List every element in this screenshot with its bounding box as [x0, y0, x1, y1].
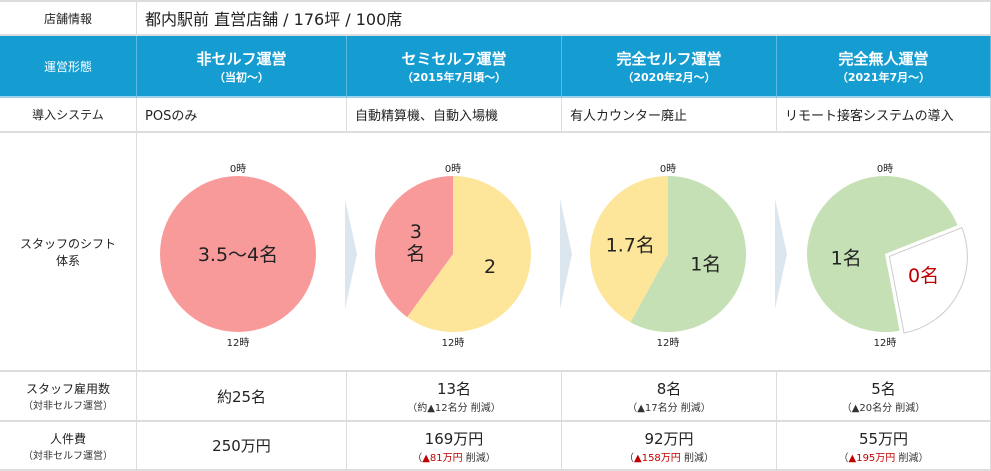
hour-12-label: 12時: [657, 337, 680, 349]
shift-label-2: 体系: [55, 253, 80, 268]
pie-charts: 3.5～4名 0時 12時 2 3名 0時 12時 1名 1.7名 0時 12時 0名 1名 0時 12時: [160, 163, 968, 349]
header-title: セミセルフ運営: [401, 49, 507, 68]
staff-value: 5名: [871, 380, 896, 398]
pie-slice-label: 3.5～4名: [198, 244, 278, 266]
pie-slice-label: 名: [406, 243, 425, 265]
chevron-arrow-icon: [775, 199, 787, 309]
chevron-arrow-icon: [560, 199, 572, 309]
hour-12-label: 12時: [874, 337, 897, 349]
pie-slice: [630, 176, 746, 332]
header-col-4: 完全無人運営 （2021年7月～）: [777, 36, 991, 98]
cost-reduction: （▲195万円 削減）: [838, 452, 929, 464]
pie-slice-label: 1名: [831, 248, 862, 270]
cost-reduction-amount: ▲158万円: [634, 452, 681, 464]
cost-label: 人件費 （対非セルフ運営）: [0, 422, 137, 471]
system-2: 自動精算機、自動入場機: [347, 98, 562, 133]
system-4: リモート接客システムの導入: [777, 98, 991, 133]
pie-slice: [160, 176, 316, 332]
pie-chart: 0名 1名 0時 12時: [807, 163, 968, 349]
hour-12-label: 12時: [442, 337, 465, 349]
cost-value: 92万円: [644, 429, 694, 448]
cost-reduction: （▲81万円 削減）: [412, 452, 496, 464]
pie-slice-label: 3: [410, 221, 422, 243]
pie-slice: [375, 176, 453, 318]
pie-slice-label: 1名: [690, 254, 721, 276]
store-info: 都内駅前 直営店舗 / 176坪 / 100席: [137, 2, 991, 36]
header-title: 完全セルフ運営: [616, 49, 722, 68]
header-title: 完全無人運営: [838, 49, 929, 68]
mode-label: 運営形態: [0, 36, 137, 98]
cost-reduction-suffix: 削減）: [680, 452, 714, 464]
cost-reduction-amount: ▲81万円: [422, 452, 463, 464]
pie-slice: [407, 176, 531, 332]
cost-4: 55万円 （▲195万円 削減）: [777, 422, 991, 471]
pie-slice: [590, 176, 668, 323]
cost-reduction-suffix: 削減）: [462, 452, 496, 464]
staff-reduction: （約▲12名分 削減）: [407, 403, 501, 414]
staff-reduction: （▲17名分 削減）: [627, 403, 711, 414]
hour-12-label: 12時: [227, 337, 250, 349]
staff-value: 約25名: [216, 387, 267, 406]
cost-value: 169万円: [424, 429, 484, 448]
header-sub: （2021年7月～）: [836, 70, 931, 84]
header-title: 非セルフ運営: [196, 49, 287, 68]
staff-3: 8名 （▲17名分 削減）: [562, 372, 777, 422]
shift-pies: 3.5～4名 0時 12時 2 3 名 0時 12時 1名 1.7名 0時 12時 0名 1名 0時 12時: [137, 133, 991, 372]
cost-reduction-amount: ▲195万円: [848, 452, 896, 464]
hour-0-label: 0時: [660, 163, 676, 175]
header-sub: （当初～）: [214, 70, 269, 84]
pie-chart: 3.5～4名 0時 12時: [160, 163, 316, 349]
cost-value: 55万円: [858, 429, 909, 448]
system-label: 導入システム: [0, 98, 137, 133]
header-col-3: 完全セルフ運営 （2020年2月～）: [562, 36, 777, 98]
hour-0-label: 0時: [230, 163, 246, 175]
cost-value: 250万円: [212, 437, 271, 455]
staff-1: 約25名: [137, 372, 347, 422]
header-sub: （2015年7月頃～）: [401, 70, 507, 84]
pie-slice-label: 1.7名: [606, 234, 655, 256]
header-sub: （2020年2月～）: [622, 70, 716, 84]
hour-0-label: 0時: [445, 163, 461, 175]
shift-label-1: スタッフのシフト: [19, 236, 116, 251]
store-label: 店舗情報: [0, 2, 137, 36]
header-col-1: 非セルフ運営 （当初～）: [137, 36, 347, 98]
chevron-arrow-icon: [345, 199, 357, 309]
cost-label-text: 人件費: [49, 431, 86, 446]
system-1: POSのみ: [137, 98, 347, 133]
cost-1: 250万円: [137, 422, 347, 471]
shift-label: スタッフのシフト 体系: [0, 133, 137, 372]
staff-label-text: スタッフ雇用数: [25, 382, 110, 396]
cost-reduction-suffix: 削減）: [895, 452, 929, 464]
staff-label: スタッフ雇用数 （対非セルフ運営）: [0, 372, 137, 422]
pie-chart: 1名 1.7名 0時 12時: [590, 163, 746, 349]
pie-slice-label: 2: [484, 256, 496, 278]
staff-2: 13名 （約▲12名分 削減）: [347, 372, 562, 422]
hour-0-label: 0時: [877, 163, 893, 175]
cost-reduction: （▲158万円 削減）: [624, 452, 714, 464]
pie-slice: [807, 176, 900, 332]
pie-chart: 2 3名 0時 12時: [375, 163, 531, 349]
cost-2: 169万円 （▲81万円 削減）: [347, 422, 562, 471]
pie-slice: [885, 176, 958, 254]
pie-slice-label: 0名: [908, 265, 939, 287]
header-col-2: セミセルフ運営 （2015年7月頃～）: [347, 36, 562, 98]
staff-value: 8名: [656, 380, 682, 398]
system-3: 有人カウンター廃止: [562, 98, 777, 133]
staff-note: （対非セルフ運営）: [23, 401, 113, 412]
cost-note: （対非セルフ運営）: [23, 450, 113, 462]
pie-slice: [888, 227, 968, 334]
staff-4: 5名 （▲20名分 削減）: [777, 372, 991, 422]
staff-reduction: （▲20名分 削減）: [841, 403, 926, 414]
cost-3: 92万円 （▲158万円 削減）: [562, 422, 777, 471]
staff-value: 13名: [436, 380, 472, 398]
